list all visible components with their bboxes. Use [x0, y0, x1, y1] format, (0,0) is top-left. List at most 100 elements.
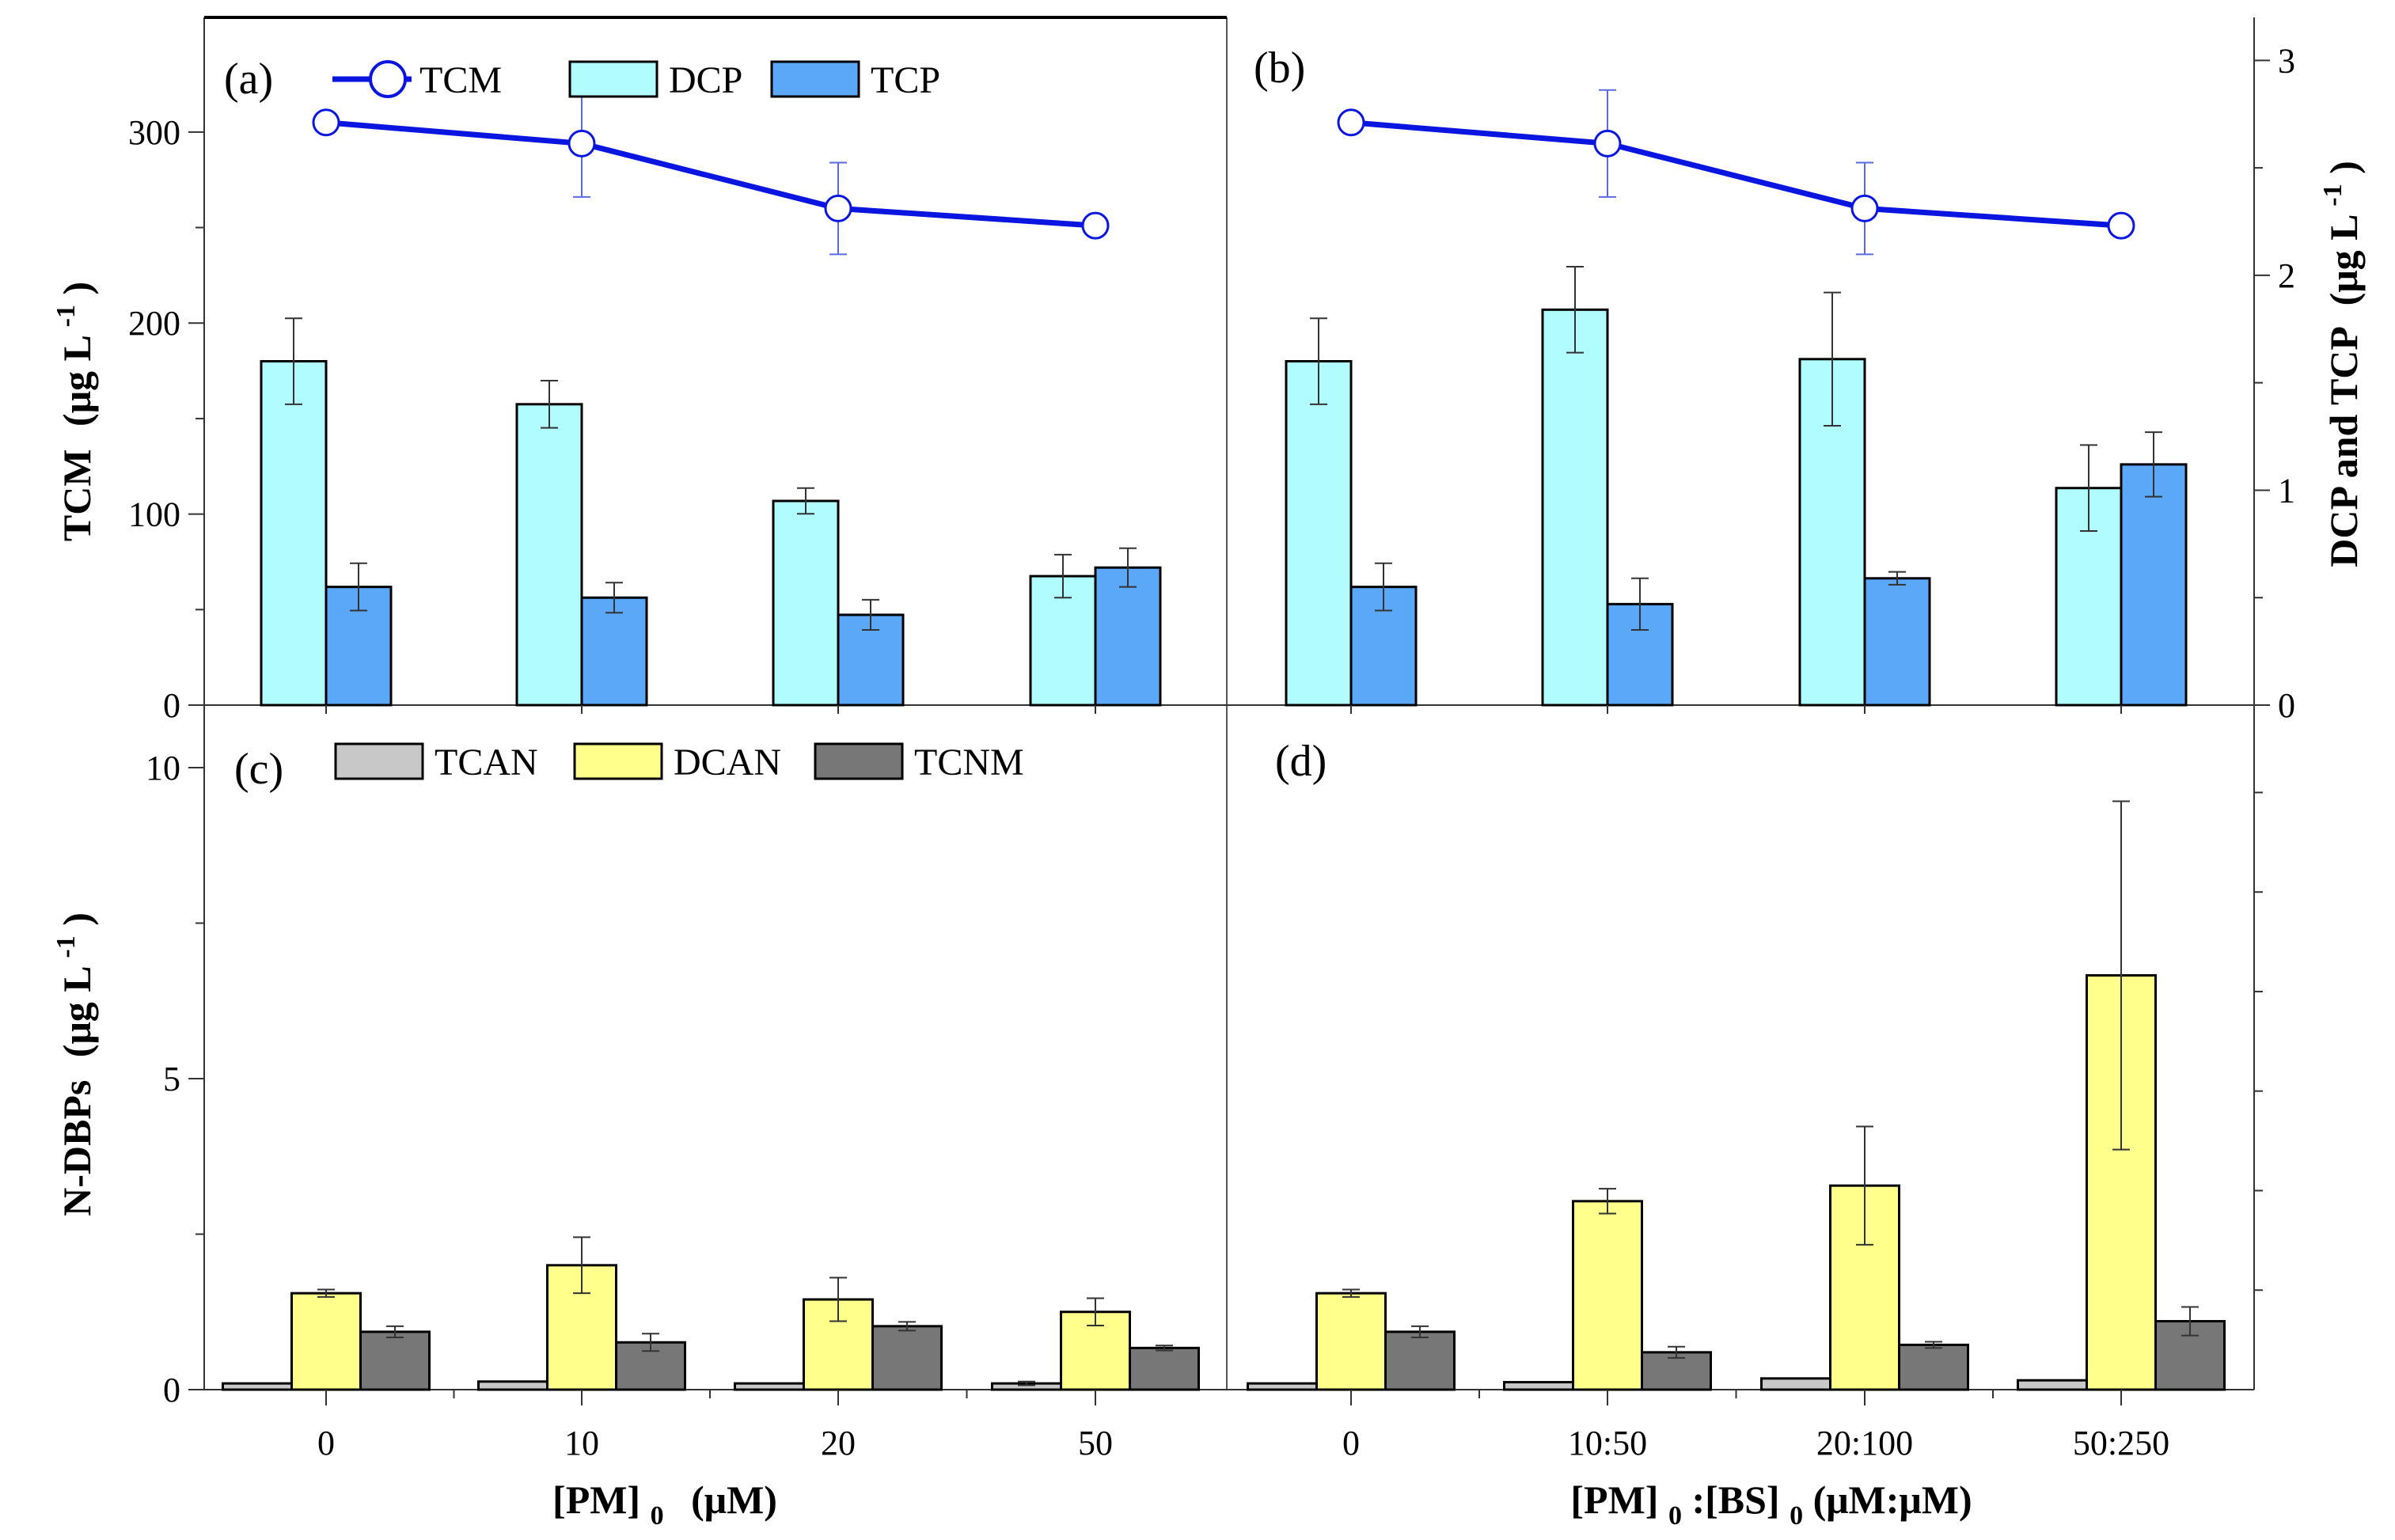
legend-label-dcan: DCAN [674, 742, 781, 783]
bar-dcan [1572, 1200, 1643, 1391]
bar-tcp [1094, 566, 1162, 707]
xlabel-right-sub: 0 [1668, 1501, 1682, 1531]
xtick-label-right: 10:50 [1568, 1424, 1647, 1462]
legend-top: TCM DCP TCP [332, 59, 940, 101]
xlabel-left-name: [PM] [552, 1477, 640, 1522]
point-tcm [1850, 194, 1879, 222]
ylabel-right-top-name: DCP and TCP [2321, 327, 2366, 567]
line-tcm [1350, 119, 2122, 229]
legend-marker-tcm [369, 60, 407, 98]
ytick-label-left-bottom: 5 [163, 1060, 180, 1098]
legend-label-tcan: TCAN [435, 742, 538, 783]
bar-dcp [260, 360, 328, 707]
bar-tcan [1760, 1377, 1831, 1391]
ylabel-left-bottom-unit: (μg L [55, 967, 99, 1057]
ylabel-left-top-unit: (μg L [55, 336, 99, 426]
point-tcm [1593, 129, 1622, 157]
ylabel-left-top-sup: -1 [51, 305, 81, 327]
legend-swatch-tcan [334, 742, 424, 780]
bar-tcnm [1898, 1343, 1969, 1391]
xtick-label-right: 50:250 [2073, 1424, 2169, 1462]
bar-tcp [580, 596, 648, 707]
panel-label-c: (c) [234, 745, 283, 794]
ylabel-right-top-close: ) [2321, 161, 2366, 174]
ylabel-left-bottom: N-DBPs (μg L -1 ) [39, 912, 99, 1216]
legend-swatch-dcp [568, 60, 659, 98]
xlabel-right-mid: :[BS] [1691, 1477, 1779, 1522]
bar-tcan [222, 1382, 293, 1391]
bar-tcan [2017, 1379, 2088, 1391]
chart-marks [222, 89, 2226, 1391]
point-tcm [567, 129, 596, 157]
bar-tcan [734, 1382, 805, 1391]
bar-dcp [1541, 308, 1609, 707]
bar-tcnm [359, 1330, 431, 1391]
legend-label-tcm: TCM [419, 59, 502, 101]
panel-label-b: (b) [1254, 44, 1305, 93]
ylabel-right-top-unit: (μg L [2321, 215, 2366, 305]
panel-frames [203, 16, 2255, 1390]
ytick-label-right-top: 1 [2278, 471, 2295, 510]
ylabel-left-bottom-close: ) [55, 912, 99, 926]
ylabel-right-top: DCP and TCP (μg L -1 ) [2306, 161, 2366, 567]
ytick-label-left-top: 300 [128, 113, 180, 152]
legend-swatch-tcp [770, 60, 860, 98]
bar-dcan [1315, 1292, 1387, 1391]
xlabel-left-sub: 0 [651, 1501, 664, 1531]
point-tcm [2107, 211, 2135, 240]
bar-tcnm [1129, 1346, 1200, 1391]
bar-tcnm [1384, 1330, 1456, 1391]
bar-tcp [1863, 577, 1931, 707]
point-tcm [1081, 211, 1110, 240]
bar-tcnm [871, 1325, 943, 1391]
xtick-label-left: 10 [564, 1424, 599, 1462]
xtick-label-left: 50 [1078, 1424, 1113, 1462]
ylabel-left-bottom-sup: -1 [51, 935, 81, 958]
ylabel-right-top-sup: -1 [2318, 184, 2348, 206]
legend-label-tcp: TCP [871, 59, 940, 101]
ytick-label-left-bottom: 0 [163, 1371, 180, 1409]
panel-label-a: (a) [224, 55, 273, 104]
xlabel-left: [PM] 0 (μM) [552, 1477, 777, 1533]
point-tcm [824, 194, 852, 222]
legend-bottom: TCAN DCAN TCNM [334, 742, 1024, 783]
bar-tcp [2120, 463, 2188, 707]
legend-label-dcp: DCP [669, 59, 742, 101]
ytick-label-left-bottom: 10 [146, 749, 180, 787]
point-tcm [312, 108, 340, 137]
legend-label-tcnm: TCNM [914, 742, 1024, 783]
xlabel-right-unit: (μM:μM) [1813, 1477, 1972, 1522]
xlabel-right-sub2: 0 [1790, 1501, 1803, 1531]
bar-tcan [477, 1380, 548, 1391]
ytick-label-left-top: 0 [163, 686, 180, 725]
panel-label-d: (d) [1275, 737, 1327, 786]
ylabel-left-top-name: TCM [55, 449, 99, 541]
xlabel-left-unit: (μM) [691, 1477, 777, 1522]
bar-dcp [1285, 360, 1353, 707]
bar-dcp [515, 403, 583, 707]
ylabel-left-top-close: ) [55, 282, 99, 295]
ylabel-left-top: TCM (μg L -1 ) [39, 282, 99, 541]
legend-swatch-dcan [573, 742, 663, 780]
bar-tcan [1503, 1381, 1574, 1391]
xtick-label-right: 0 [1342, 1424, 1360, 1462]
bar-dcan [290, 1292, 362, 1391]
bar-tcp [1349, 586, 1418, 707]
xtick-label-left: 0 [317, 1424, 335, 1462]
bar-dcp [772, 499, 840, 707]
ytick-label-right-top: 0 [2278, 686, 2295, 725]
xlabel-right-name: [PM] [1570, 1477, 1658, 1522]
line-tcm [325, 119, 1096, 229]
ytick-label-right-top: 3 [2278, 41, 2295, 80]
ylabel-left-bottom-name: N-DBPs [55, 1080, 99, 1216]
legend-swatch-tcnm [814, 742, 904, 780]
ytick-label-left-top: 200 [128, 304, 180, 343]
ytick-label-right-top: 2 [2278, 256, 2295, 295]
xlabel-right: [PM] 0 :[BS] 0 (μM:μM) [1570, 1477, 1972, 1533]
point-tcm [1337, 108, 1365, 137]
xtick-label-right: 20:100 [1816, 1424, 1913, 1462]
xtick-label-left: 20 [821, 1424, 856, 1462]
ytick-label-left-top: 100 [128, 495, 180, 534]
